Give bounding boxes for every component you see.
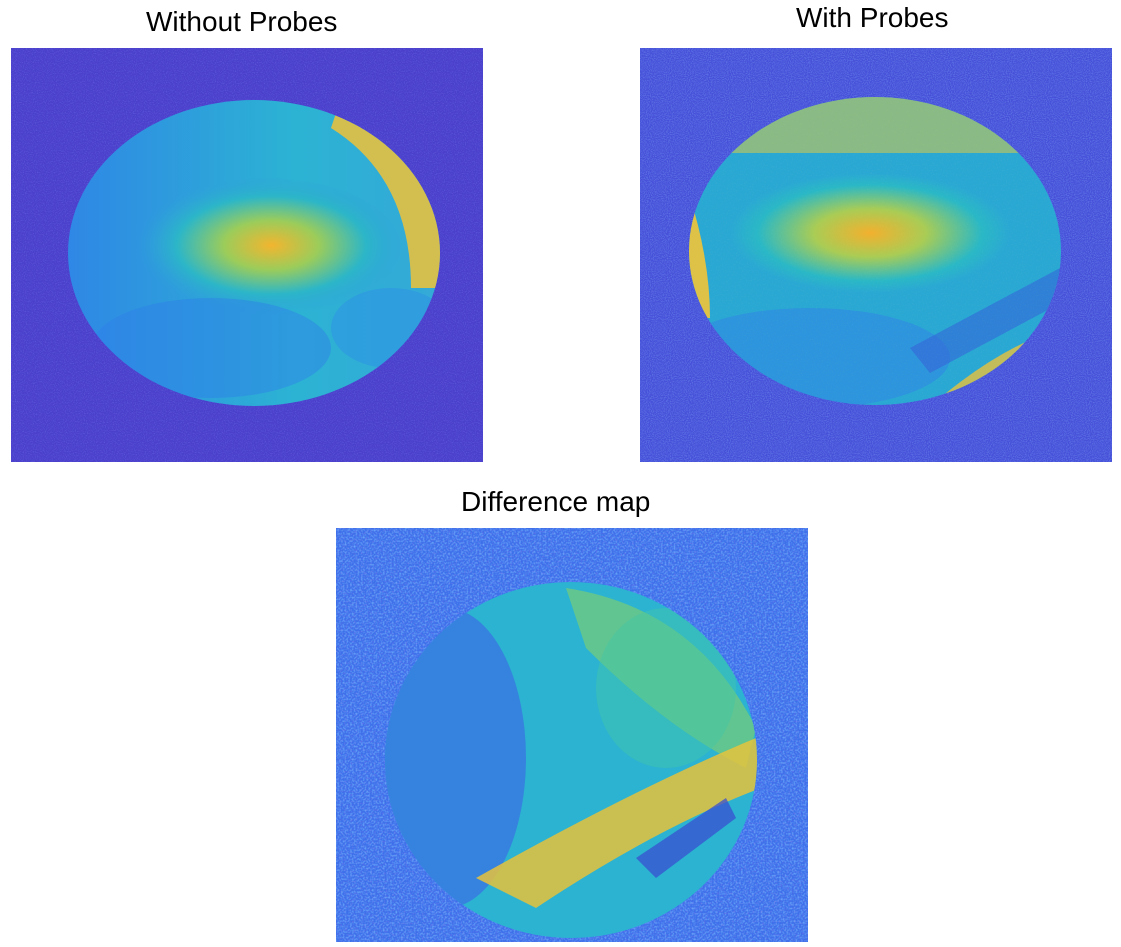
with-probes-heatmap [640, 48, 1112, 462]
panel-title-difference-map: Difference map [461, 486, 651, 517]
difference-map-heatmap [336, 528, 808, 942]
panel-title-with-probes: With Probes [796, 2, 949, 33]
with-probes-image [640, 48, 1112, 462]
without-probes-heatmap [11, 48, 483, 462]
panel-title-without-probes: Without Probes [146, 6, 338, 37]
without-probes-image [11, 48, 483, 462]
difference-map-image [336, 528, 808, 942]
